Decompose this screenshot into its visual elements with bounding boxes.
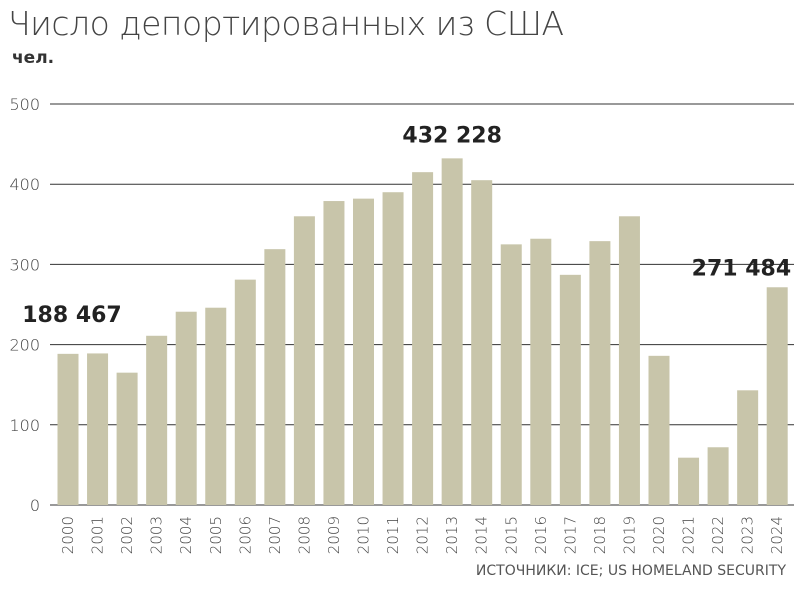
x-tick-label: 2024 xyxy=(768,516,786,554)
bar-2024 xyxy=(766,287,788,505)
x-tick-label: 2013 xyxy=(443,516,461,554)
bar-2021 xyxy=(678,457,700,505)
x-tick-label: 2008 xyxy=(295,516,313,554)
data-label-2024: 271 484 xyxy=(692,256,792,281)
x-tick-label: 2009 xyxy=(325,516,343,554)
x-tick-label: 2012 xyxy=(414,516,432,554)
y-tick-label: 0 xyxy=(30,496,40,515)
x-tick-label: 2005 xyxy=(207,516,225,554)
bar-2022 xyxy=(707,447,729,505)
x-tick-label: 2000 xyxy=(59,516,77,554)
data-label-2013: 432 228 xyxy=(402,123,502,148)
x-tick-label: 2015 xyxy=(502,516,520,554)
bar-2001 xyxy=(87,353,109,505)
x-tick-label: 2002 xyxy=(118,516,136,554)
x-tick-label: 2016 xyxy=(532,516,550,554)
bar-2009 xyxy=(323,201,345,506)
x-tick-label: 2017 xyxy=(561,516,579,554)
bar-2015 xyxy=(500,244,522,505)
bar-2018 xyxy=(589,241,611,505)
data-label-2000: 188 467 xyxy=(22,303,122,328)
bars xyxy=(57,158,788,506)
x-tick-label: 2007 xyxy=(266,516,284,554)
x-tick-label: 2004 xyxy=(177,516,195,554)
x-tick-label: 2020 xyxy=(650,516,668,554)
bar-2017 xyxy=(559,274,581,505)
y-axis-unit: чел. xyxy=(12,48,55,68)
bar-2006 xyxy=(234,279,256,505)
x-tick-label: 2023 xyxy=(739,516,757,554)
y-axis-ticks: 0 100 200 300 400 500 xyxy=(9,95,40,515)
x-tick-label: 2014 xyxy=(473,516,491,554)
x-axis-ticks: 2000 2001 2002 2003 2004 2005 2006 2007 2008 2009… xyxy=(59,516,786,554)
bar-2008 xyxy=(293,216,315,505)
bar-2002 xyxy=(116,372,138,505)
bar-2019 xyxy=(618,216,640,505)
x-tick-label: 2019 xyxy=(620,516,638,554)
bar-2005 xyxy=(205,307,227,505)
x-tick-label: 2011 xyxy=(384,516,402,554)
x-tick-label: 2001 xyxy=(89,516,107,554)
x-tick-label: 2003 xyxy=(148,516,166,554)
x-tick-label: 2018 xyxy=(591,516,609,554)
source-note: ИСТОЧНИКИ: ICE; US HOMELAND SECURITY xyxy=(475,563,786,579)
bar-2013 xyxy=(441,158,463,505)
bar-2011 xyxy=(382,192,404,505)
bar-2003 xyxy=(146,335,168,505)
bar-2020 xyxy=(648,355,670,505)
chart-title: Число депортированных из США xyxy=(8,4,564,43)
bar-2007 xyxy=(264,249,286,505)
x-tick-label: 2022 xyxy=(709,516,727,554)
bar-2004 xyxy=(175,311,197,505)
bar-2012 xyxy=(412,172,434,506)
x-tick-label: 2021 xyxy=(680,516,698,554)
x-tick-label: 2006 xyxy=(236,516,254,554)
bar-2010 xyxy=(353,198,374,506)
y-tick-label: 100 xyxy=(9,416,40,435)
x-tick-label: 2010 xyxy=(355,516,373,554)
y-tick-label: 300 xyxy=(9,255,40,274)
y-tick-label: 400 xyxy=(9,175,40,194)
y-tick-label: 500 xyxy=(9,95,40,114)
y-tick-label: 200 xyxy=(9,336,40,355)
bar-2000 xyxy=(57,353,79,505)
bar-2014 xyxy=(471,180,493,505)
annotations: 188 467 432 228 271 484 xyxy=(22,123,791,327)
bar-2023 xyxy=(737,390,759,505)
bar-2016 xyxy=(530,238,552,505)
